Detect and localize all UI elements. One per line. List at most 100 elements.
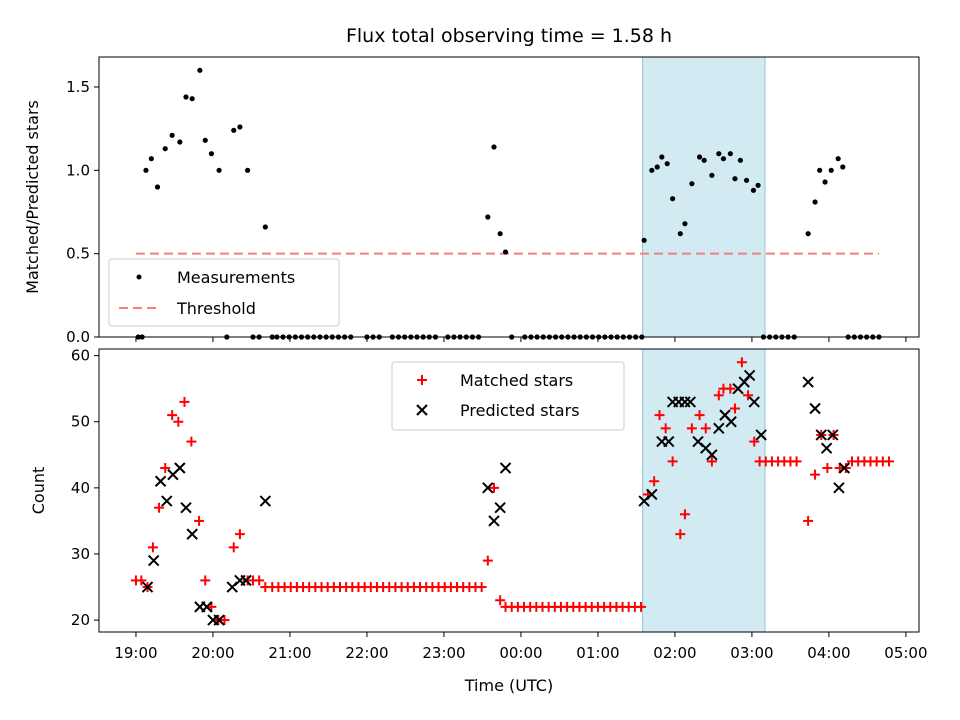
matched-star-point bbox=[179, 396, 190, 407]
predicted-star-point bbox=[141, 581, 154, 593]
measurement-point bbox=[817, 167, 823, 173]
x-tick-label: 20:00 bbox=[191, 644, 234, 662]
measurement-point bbox=[245, 167, 251, 173]
bottom-y-tick-label: 20 bbox=[71, 611, 90, 629]
top-y-tick-label: 0.0 bbox=[66, 328, 90, 346]
measurement-point bbox=[720, 156, 727, 162]
predicted-star-point bbox=[180, 501, 192, 514]
matched-star-point bbox=[675, 529, 686, 540]
matched-star-point bbox=[154, 502, 165, 513]
predicted-star-point bbox=[755, 429, 767, 441]
legend-cross-glyph bbox=[416, 404, 428, 416]
predicted-star-point bbox=[213, 614, 225, 626]
predicted-star-point bbox=[809, 402, 821, 415]
measurement-point bbox=[822, 179, 828, 185]
matched-star-point bbox=[803, 515, 814, 526]
matched-star-point bbox=[234, 529, 245, 540]
measurement-point bbox=[682, 221, 688, 227]
matched-star-point bbox=[743, 390, 754, 401]
top-y-tick-label: 1.0 bbox=[66, 161, 90, 179]
observing-window-highlight-top bbox=[642, 56, 766, 338]
predicted-star-point bbox=[499, 462, 512, 474]
matched-star-point bbox=[636, 601, 647, 612]
predicted-star-point bbox=[240, 574, 252, 587]
predicted-star-point bbox=[663, 435, 675, 448]
measurement-point bbox=[189, 96, 195, 102]
measurement-point bbox=[812, 199, 818, 205]
measurement-point bbox=[659, 154, 665, 160]
x-axis-label: Time (UTC) bbox=[464, 676, 553, 695]
measurement-point bbox=[716, 151, 722, 157]
predicted-star-point bbox=[706, 449, 718, 461]
measurement-point bbox=[197, 67, 203, 73]
x-tick-label: 23:00 bbox=[422, 644, 465, 662]
legend-threshold-label: Threshold bbox=[176, 299, 256, 318]
matched-star-point bbox=[200, 575, 211, 586]
matched-star-point bbox=[488, 482, 499, 493]
predicted-star-point bbox=[154, 475, 167, 487]
bottom-legend: Matched stars Predicted stars bbox=[391, 361, 625, 431]
measurement-point bbox=[709, 172, 715, 178]
measurement-point bbox=[502, 249, 509, 255]
measurement-point bbox=[755, 182, 761, 188]
measurement-point bbox=[654, 164, 660, 170]
predicted-star-point bbox=[743, 369, 756, 382]
legend-matched-marker bbox=[417, 375, 427, 385]
top-axes-frame bbox=[98, 56, 920, 338]
legend-matched-label: Matched stars bbox=[460, 371, 573, 390]
predicted-star-point bbox=[833, 482, 845, 494]
bottom-y-tick-label: 50 bbox=[71, 413, 90, 431]
matched-star-point bbox=[649, 476, 660, 487]
measurement-point bbox=[237, 124, 243, 130]
x-tick-label: 19:00 bbox=[114, 644, 157, 662]
legend-predicted-marker bbox=[416, 404, 428, 416]
x-tick-label: 05:00 bbox=[884, 644, 927, 662]
measurement-point bbox=[840, 164, 846, 170]
legend-measurements-label: Measurements bbox=[177, 268, 295, 287]
x-tick-label: 21:00 bbox=[268, 644, 311, 662]
measurement-point bbox=[649, 167, 655, 173]
ratio-panel: 0.0 0.5 1.0 1.5 Matched/Predicted stars Mea… bbox=[23, 56, 920, 346]
bottom-y-axis-label: Count bbox=[29, 467, 48, 515]
measurement-point bbox=[202, 137, 208, 143]
measurement-point bbox=[835, 156, 841, 162]
matched-star-point bbox=[228, 542, 239, 553]
matched-star-point bbox=[136, 575, 147, 586]
measurement-point bbox=[727, 151, 733, 157]
legend-plus-glyph bbox=[417, 375, 427, 385]
measurement-point bbox=[177, 139, 183, 145]
matched-star-point bbox=[700, 423, 711, 434]
measurement-point bbox=[491, 144, 497, 150]
measurement-point bbox=[231, 127, 237, 133]
predicted-star-point bbox=[161, 495, 173, 507]
predicted-star-point bbox=[748, 396, 760, 408]
matched-star-point bbox=[495, 595, 506, 606]
measurement-point bbox=[143, 167, 149, 173]
measurement-point bbox=[737, 157, 743, 163]
matched-star-point bbox=[186, 436, 197, 447]
measurement-point bbox=[750, 187, 757, 193]
measurement-point bbox=[169, 132, 175, 138]
measurement-point bbox=[677, 231, 683, 237]
measurement-point bbox=[208, 151, 215, 157]
predicted-star-point bbox=[147, 554, 160, 567]
observing-window-highlight-bottom bbox=[642, 348, 766, 633]
matched-star-point bbox=[219, 615, 230, 626]
predicted-star-point bbox=[802, 376, 814, 388]
predicted-star-point bbox=[815, 429, 827, 441]
measurement-point bbox=[183, 94, 189, 100]
x-tick-label: 22:00 bbox=[345, 644, 388, 662]
top-y-tick-label: 1.5 bbox=[66, 78, 90, 96]
measurement-point bbox=[701, 157, 707, 163]
measurement-point bbox=[216, 167, 222, 173]
matched-star-point bbox=[654, 410, 665, 421]
predicted-star-point bbox=[174, 462, 186, 474]
measurement-point bbox=[828, 167, 834, 173]
matched-star-point bbox=[679, 509, 690, 520]
matched-star-point bbox=[736, 357, 747, 368]
x-tick-label: 00:00 bbox=[499, 644, 542, 662]
predicted-star-point bbox=[259, 495, 272, 507]
matched-star-point bbox=[694, 410, 705, 421]
legend-predicted-label: Predicted stars bbox=[460, 401, 580, 420]
